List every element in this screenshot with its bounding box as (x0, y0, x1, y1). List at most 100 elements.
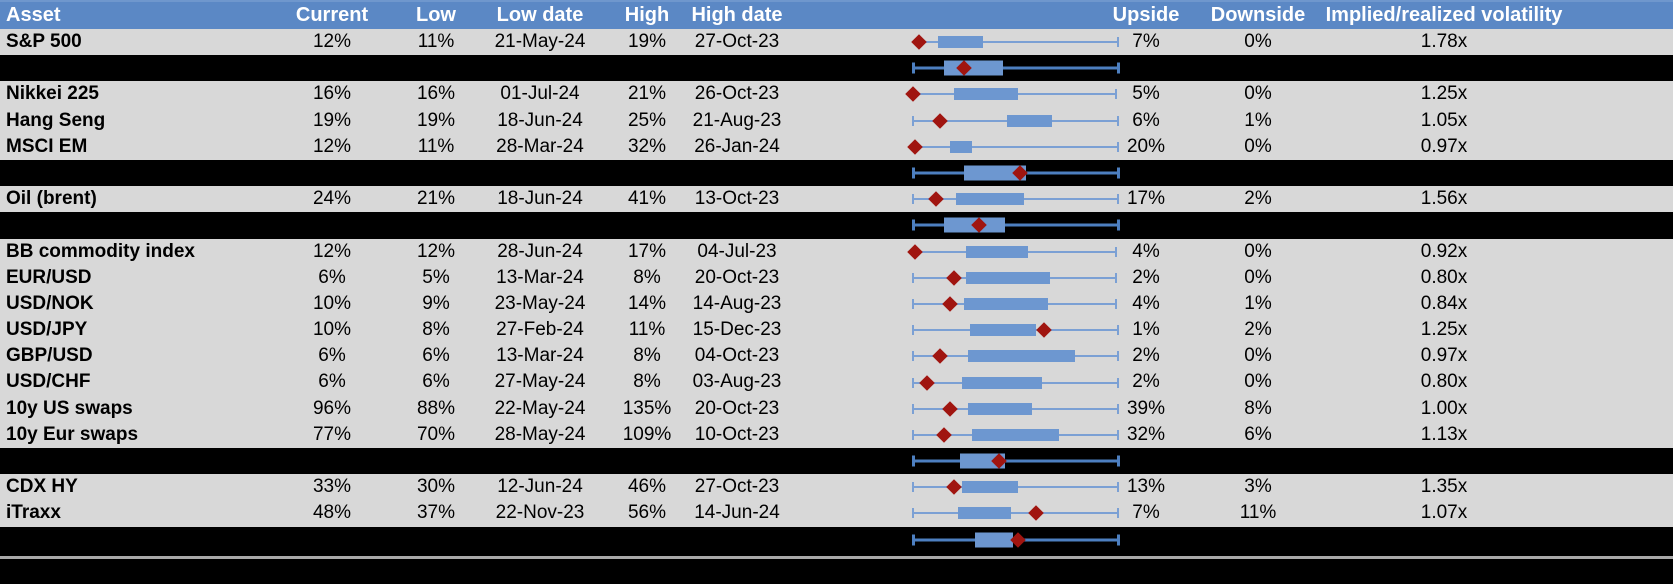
cell-low-date: 23-May-24 (494, 292, 586, 314)
summary-separator-row (0, 526, 1673, 553)
cell-low-date: 18-Jun-24 (497, 188, 583, 210)
whisker-cap-right (1117, 167, 1120, 179)
range-box (974, 532, 1014, 548)
whisker-line (913, 66, 1118, 70)
cell-low-date: 01-Jul-24 (500, 83, 580, 105)
cell-high-date: 20-Oct-23 (694, 266, 780, 288)
cell-high-date: 14-Jun-24 (694, 502, 780, 524)
asset-row: Hang Seng 19% 19% 18-Jun-24 25% 21-Aug-23 6% 1%… (0, 107, 1673, 134)
range-boxplot (905, 81, 1118, 107)
header-upside: Upside (1112, 4, 1180, 26)
range-boxplot (912, 396, 1119, 422)
cell-upside: 7% (1132, 502, 1160, 524)
cell-low: 88% (416, 397, 456, 419)
cell-low: 5% (422, 266, 450, 288)
range-boxplot (907, 239, 1118, 265)
cell-high: 11% (628, 319, 666, 341)
cell-upside: 20% (1126, 135, 1166, 157)
cell-asset-name: Hang Seng (6, 109, 106, 131)
cell-implied-realized: 1.56x (1420, 188, 1468, 210)
cell-low: 19% (416, 109, 456, 131)
cell-low: 11% (417, 135, 455, 157)
cell-implied-realized: 1.25x (1420, 319, 1468, 341)
current-level-diamond-marker (931, 348, 948, 365)
whisker-cap-right (1117, 403, 1119, 414)
cell-implied-realized: 0.80x (1420, 371, 1468, 393)
range-box (954, 88, 1018, 101)
range-boxplot (912, 55, 1120, 81)
summary-separator-row (0, 448, 1673, 475)
range-boxplot (912, 500, 1119, 526)
whisker-cap-right (1117, 37, 1119, 48)
cell-downside: 0% (1244, 135, 1272, 157)
whisker-cap-left (912, 194, 914, 205)
summary-separator-row (0, 159, 1673, 187)
whisker-cap-left (912, 403, 914, 414)
footer-band (0, 552, 1673, 584)
whisker-cap-left (912, 115, 914, 126)
range-box (1007, 114, 1053, 127)
range-boxplot (912, 448, 1120, 474)
asset-row: Oil (brent) 24% 21% 18-Jun-24 41% 13-Oct-23 17… (0, 186, 1673, 213)
cell-high-date: 26-Oct-23 (694, 83, 780, 105)
range-boxplot (912, 343, 1119, 369)
asset-row: USD/JPY 10% 8% 27-Feb-24 11% 15-Dec-23 1% 2% 1.2… (0, 317, 1673, 344)
cell-asset-name: S&P 500 (6, 31, 82, 52)
whisker-cap-right (1117, 455, 1120, 467)
asset-row: BB commodity index 12% 12% 28-Jun-24 17% 04-J… (0, 238, 1673, 265)
asset-row: iTraxx 48% 37% 22-Nov-23 56% 14-Jun-24 7% 11% 1.… (0, 500, 1673, 527)
whisker-cap-left (912, 351, 914, 362)
cell-upside: 7% (1132, 31, 1160, 52)
header-low: Low (416, 4, 456, 26)
range-box (964, 165, 1026, 181)
whisker-cap-right (1117, 534, 1120, 546)
whisker-cap-right (1117, 508, 1119, 519)
range-box (968, 350, 1075, 363)
current-level-diamond-marker (927, 191, 944, 207)
whisker-line (913, 459, 1118, 463)
current-level-diamond-marker (905, 86, 921, 103)
range-boxplot (912, 291, 1118, 317)
range-boxplot (912, 186, 1119, 212)
cell-upside: 4% (1132, 292, 1160, 314)
cell-high-date: 04-Jul-23 (697, 240, 777, 262)
asset-row: EUR/USD 6% 5% 13-Mar-24 8% 20-Oct-23 2% 0% 0.80x (0, 264, 1673, 291)
cell-upside: 4% (1132, 240, 1160, 262)
header-high-date: High date (691, 4, 783, 26)
range-boxplot (912, 422, 1119, 448)
cell-low: 12% (416, 240, 456, 262)
cell-implied-realized: 0.84x (1420, 292, 1468, 314)
cell-implied-realized: 0.97x (1420, 345, 1468, 367)
asset-row: USD/NOK 10% 9% 23-May-24 14% 14-Aug-23 4% 1% 0.8… (0, 290, 1673, 318)
whisker-cap-right (1117, 325, 1119, 336)
cell-low-date: 22-May-24 (494, 397, 586, 419)
cell-current: 12% (312, 135, 352, 157)
cell-asset-name: USD/JPY (6, 319, 88, 341)
cell-downside: 0% (1244, 240, 1272, 262)
footer-divider-line (0, 555, 1673, 559)
cell-high-date: 27-Oct-23 (694, 476, 780, 498)
cell-low: 11% (417, 31, 455, 52)
range-box (943, 60, 1004, 76)
cell-high: 8% (633, 266, 661, 288)
cell-current: 24% (312, 188, 352, 210)
cell-current: 19% (312, 109, 352, 131)
current-level-diamond-marker (911, 34, 927, 50)
cell-low-date: 13-Mar-24 (496, 345, 584, 367)
cell-upside: 6% (1132, 109, 1160, 131)
cell-low-date: 22-Nov-23 (495, 502, 585, 524)
cell-high: 8% (633, 371, 661, 393)
current-level-diamond-marker (946, 270, 962, 286)
range-box (962, 376, 1043, 389)
whisker-cap-left (912, 298, 914, 309)
cell-upside: 1% (1132, 319, 1160, 341)
cell-low-date: 18-Jun-24 (497, 109, 583, 131)
cell-implied-realized: 1.07x (1420, 502, 1468, 524)
header-current: Current (295, 4, 369, 26)
asset-row: S&P 500 12% 11% 21-May-24 19% 27-Oct-23 7% 0% 1.… (0, 29, 1673, 56)
range-boxplot (912, 369, 1119, 395)
whisker-cap-left (912, 377, 914, 388)
header-high: High (624, 4, 670, 26)
whisker-cap-right (1117, 351, 1119, 362)
whisker-cap-left (912, 62, 915, 74)
